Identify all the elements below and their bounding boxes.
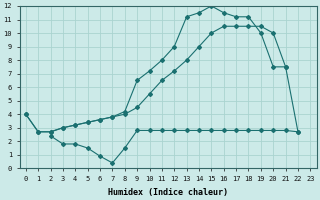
X-axis label: Humidex (Indice chaleur): Humidex (Indice chaleur) — [108, 188, 228, 197]
